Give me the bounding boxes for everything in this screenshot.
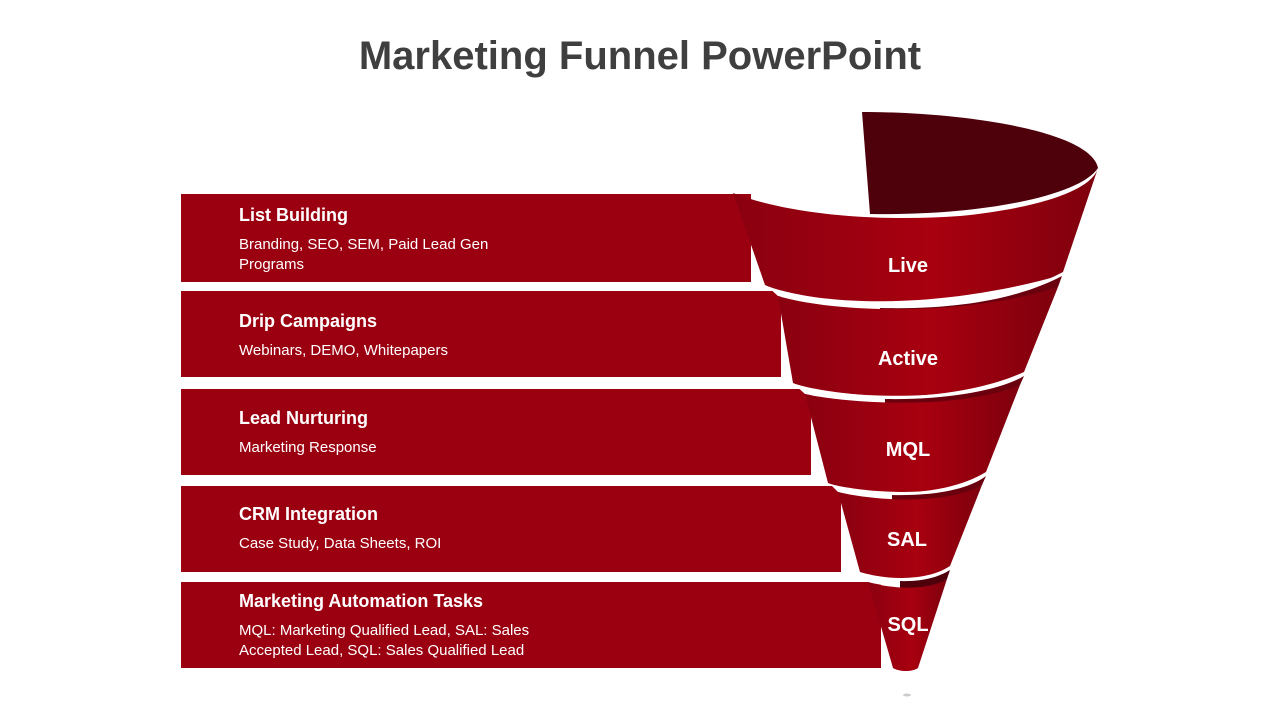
band-1: List Building Branding, SEO, SEM, Paid L…	[239, 204, 569, 275]
band-4-description: Case Study, Data Sheets, ROI	[239, 535, 442, 552]
cone-segment-4	[838, 485, 982, 578]
band-3-title: Lead Nurturing	[239, 408, 368, 428]
band-bar-1	[181, 194, 751, 282]
band-4: CRM Integration Case Study, Data Sheets,…	[239, 503, 569, 554]
cone-segment-3	[805, 385, 1020, 493]
band-5-description: MQL: Marketing Qualified Lead, SAL: Sale…	[239, 622, 530, 659]
funnel-inner	[862, 112, 1098, 215]
band-bar-2	[181, 291, 781, 377]
band-2: Drip Campaigns Webinars, DEMO, Whitepape…	[239, 310, 569, 361]
band-bar-3	[181, 389, 811, 475]
band-3: Lead Nurturing Marketing Response	[239, 407, 569, 458]
band-1-title: List Building	[239, 205, 348, 225]
cone-segment-5	[868, 579, 947, 671]
band-4-title: CRM Integration	[239, 504, 378, 524]
page-title: Marketing Funnel PowerPoint	[358, 34, 922, 78]
cone-segment-1	[733, 168, 1098, 306]
band-bar-5	[181, 582, 881, 668]
band-bar-4	[181, 486, 841, 572]
funnel-tip	[903, 693, 911, 697]
band-2-title: Drip Campaigns	[239, 311, 378, 331]
cone-segment-2	[778, 287, 1058, 397]
cone-divider-1	[768, 275, 1062, 309]
stage-label-sql: SQL	[887, 614, 929, 636]
band-2-description: Webinars, DEMO, Whitepapers	[239, 342, 448, 359]
band-1-description: Branding, SEO, SEM, Paid Lead Gen Progra…	[239, 236, 489, 273]
stage-label-active: Active	[877, 348, 939, 370]
stage-label-mql: MQL	[885, 439, 931, 461]
band-5: Marketing Automation Tasks MQL: Marketin…	[239, 590, 569, 661]
band-5-title: Marketing Automation Tasks	[239, 591, 484, 611]
stage-label-sal: SAL	[887, 529, 927, 551]
band-3-description: Marketing Response	[239, 439, 377, 456]
stage-label-live: Live	[887, 255, 929, 277]
